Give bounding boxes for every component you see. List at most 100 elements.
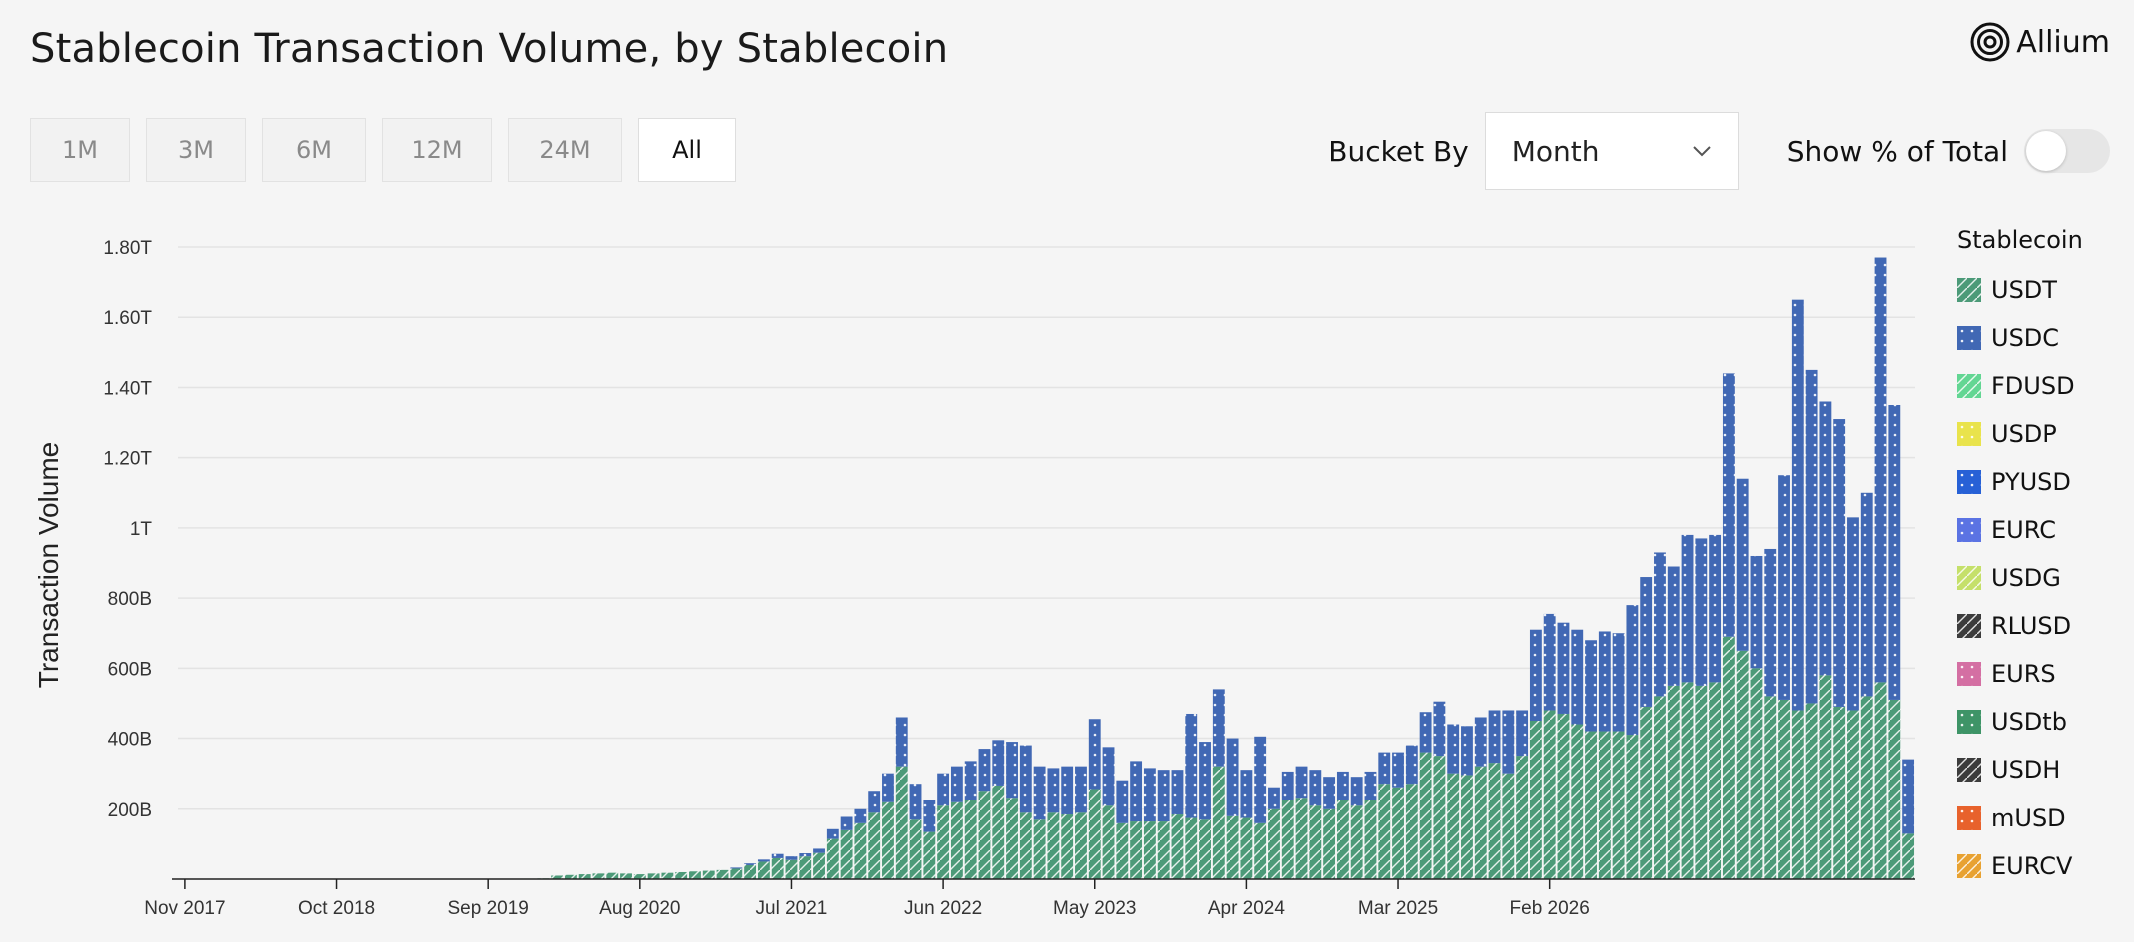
bar-segment-usdt[interactable] bbox=[1750, 668, 1763, 879]
bar-segment-usdt[interactable] bbox=[1350, 805, 1363, 879]
bar-segment-usdc[interactable] bbox=[1640, 577, 1653, 707]
bar-segment-usdc[interactable] bbox=[1654, 552, 1666, 697]
range-button-6m[interactable]: 6M bbox=[262, 118, 366, 182]
bar-segment-usdc[interactable] bbox=[1392, 752, 1404, 788]
bar-segment-usdt[interactable] bbox=[1764, 696, 1777, 879]
legend-item-pyusd[interactable]: PYUSD bbox=[1957, 458, 2083, 506]
bar-segment-usdt[interactable] bbox=[799, 856, 812, 879]
bar-segment-usdc[interactable] bbox=[1254, 736, 1267, 823]
bar-segment-usdc[interactable] bbox=[1419, 712, 1432, 753]
bar-segment-usdt[interactable] bbox=[757, 861, 770, 879]
bar-segment-usdt[interactable] bbox=[661, 872, 674, 879]
bar-segment-usdc[interactable] bbox=[1695, 538, 1708, 686]
bar-segment-usdt[interactable] bbox=[1612, 731, 1625, 879]
bar-segment-usdt[interactable] bbox=[1268, 808, 1280, 879]
bar-segment-usdc[interactable] bbox=[1750, 555, 1763, 669]
range-button-24m[interactable]: 24M bbox=[508, 118, 622, 182]
bar-segment-usdc[interactable] bbox=[1350, 777, 1363, 806]
bar-segment-usdt[interactable] bbox=[1640, 706, 1653, 879]
legend-item-eurcv[interactable]: EURCV bbox=[1957, 842, 2083, 890]
bar-segment-usdc[interactable] bbox=[1309, 770, 1322, 806]
bar-segment-usdt[interactable] bbox=[1323, 808, 1336, 879]
bar-segment-usdt[interactable] bbox=[964, 800, 977, 879]
bar-segment-usdt[interactable] bbox=[606, 872, 619, 879]
bar-segment-usdc[interactable] bbox=[1364, 771, 1377, 800]
bar-segment-usdc[interactable] bbox=[1488, 710, 1501, 764]
bar-segment-usdc[interactable] bbox=[1033, 766, 1046, 820]
bar-segment-usdc[interactable] bbox=[1874, 257, 1887, 683]
bar-segment-usdt[interactable] bbox=[826, 838, 839, 879]
bar-segment-usdt[interactable] bbox=[1212, 766, 1225, 879]
bar-segment-usdc[interactable] bbox=[1764, 548, 1777, 697]
bar-segment-usdc[interactable] bbox=[1240, 770, 1253, 818]
legend-item-usdh[interactable]: USDH bbox=[1957, 746, 2083, 794]
bar-segment-usdc[interactable] bbox=[1598, 631, 1611, 732]
bar-segment-usdt[interactable] bbox=[785, 859, 798, 879]
bar-segment-usdt[interactable] bbox=[1419, 752, 1432, 879]
bar-segment-usdc[interactable] bbox=[1667, 566, 1680, 686]
bar-segment-usdt[interactable] bbox=[716, 869, 729, 879]
bar-segment-usdc[interactable] bbox=[1047, 768, 1060, 813]
bucket-by-select[interactable]: Month bbox=[1484, 112, 1739, 190]
bar-segment-usdt[interactable] bbox=[1433, 756, 1446, 879]
bar-segment-usdt[interactable] bbox=[1557, 713, 1570, 879]
bar-segment-usdc[interactable] bbox=[1819, 401, 1832, 676]
bar-segment-usdc[interactable] bbox=[771, 853, 784, 858]
bar-segment-usdt[interactable] bbox=[1695, 685, 1708, 879]
bar-segment-usdc[interactable] bbox=[1516, 710, 1529, 757]
bar-segment-usdc[interactable] bbox=[1447, 724, 1460, 774]
bar-segment-usdt[interactable] bbox=[551, 875, 564, 879]
bar-segment-usdt[interactable] bbox=[840, 829, 853, 879]
range-button-12m[interactable]: 12M bbox=[382, 118, 492, 182]
range-button-3m[interactable]: 3M bbox=[146, 118, 246, 182]
bar-segment-usdt[interactable] bbox=[1047, 812, 1060, 879]
bar-segment-usdc[interactable] bbox=[868, 791, 881, 813]
bar-segment-usdt[interactable] bbox=[1295, 798, 1308, 879]
bar-segment-usdt[interactable] bbox=[1226, 815, 1239, 879]
bar-segment-usdt[interactable] bbox=[1667, 685, 1680, 879]
bar-segment-usdt[interactable] bbox=[1736, 650, 1749, 879]
bar-segment-usdt[interactable] bbox=[1847, 710, 1859, 879]
bar-segment-usdt[interactable] bbox=[620, 873, 632, 879]
bar-segment-usdt[interactable] bbox=[1791, 710, 1804, 879]
bar-segment-usdt[interactable] bbox=[633, 874, 646, 879]
bar-segment-usdt[interactable] bbox=[1033, 819, 1046, 879]
bar-segment-usdt[interactable] bbox=[1681, 682, 1694, 879]
bar-segment-usdc[interactable] bbox=[785, 856, 798, 860]
bar-segment-usdc[interactable] bbox=[1075, 766, 1087, 813]
bar-segment-usdc[interactable] bbox=[1171, 770, 1184, 815]
bar-segment-usdt[interactable] bbox=[675, 871, 688, 879]
bar-segment-usdt[interactable] bbox=[1488, 763, 1501, 879]
bar-segment-usdc[interactable] bbox=[1143, 768, 1156, 822]
bar-segment-usdc[interactable] bbox=[1116, 780, 1129, 823]
bar-segment-usdt[interactable] bbox=[992, 785, 1005, 879]
bar-segment-usdt[interactable] bbox=[1585, 731, 1597, 879]
bar-segment-usdt[interactable] bbox=[1902, 833, 1915, 879]
bar-segment-usdt[interactable] bbox=[1199, 819, 1211, 879]
bar-segment-usdc[interactable] bbox=[1268, 787, 1280, 809]
bar-segment-usdc[interactable] bbox=[895, 717, 908, 767]
bar-segment-usdc[interactable] bbox=[1722, 373, 1735, 637]
bar-segment-usdc[interactable] bbox=[1061, 766, 1074, 815]
bar-segment-usdc[interactable] bbox=[1681, 534, 1694, 683]
bar-segment-usdt[interactable] bbox=[744, 864, 757, 879]
bar-segment-usdc[interactable] bbox=[1585, 640, 1597, 732]
bar-segment-usdt[interactable] bbox=[1819, 675, 1832, 879]
bar-segment-usdt[interactable] bbox=[1185, 817, 1198, 879]
bar-segment-usdc[interactable] bbox=[1157, 770, 1170, 822]
bar-segment-usdt[interactable] bbox=[1143, 821, 1156, 879]
bar-segment-usdt[interactable] bbox=[1833, 706, 1846, 879]
bar-segment-usdc[interactable] bbox=[937, 773, 950, 806]
bar-segment-usdc[interactable] bbox=[1212, 689, 1225, 767]
legend-item-musd[interactable]: mUSD bbox=[1957, 794, 2083, 842]
bar-segment-usdc[interactable] bbox=[1860, 492, 1873, 697]
legend-item-usdt[interactable]: USDT bbox=[1957, 266, 2083, 314]
bar-segment-usdc[interactable] bbox=[1612, 633, 1625, 732]
bar-segment-usdc[interactable] bbox=[1626, 605, 1639, 736]
bar-segment-usdt[interactable] bbox=[1598, 731, 1611, 879]
bar-segment-usdt[interactable] bbox=[882, 801, 894, 879]
bar-segment-usdt[interactable] bbox=[923, 831, 936, 879]
bar-segment-usdt[interactable] bbox=[1254, 822, 1267, 879]
bar-segment-usdc[interactable] bbox=[730, 867, 743, 869]
bar-segment-usdt[interactable] bbox=[1157, 821, 1170, 879]
